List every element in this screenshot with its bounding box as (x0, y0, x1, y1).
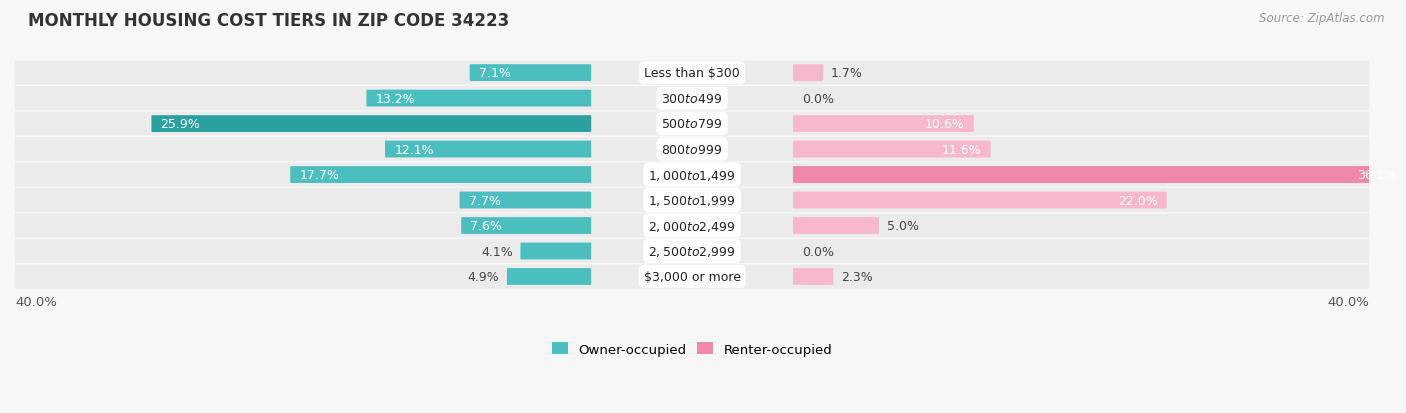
Text: 0.0%: 0.0% (803, 93, 834, 105)
Text: 4.1%: 4.1% (481, 245, 513, 258)
Text: 17.7%: 17.7% (299, 169, 339, 182)
Text: $1,000 to $1,499: $1,000 to $1,499 (648, 168, 735, 182)
FancyBboxPatch shape (470, 65, 591, 82)
FancyBboxPatch shape (15, 112, 1369, 136)
FancyBboxPatch shape (15, 189, 1369, 213)
FancyBboxPatch shape (520, 243, 591, 260)
FancyBboxPatch shape (793, 192, 1167, 209)
FancyBboxPatch shape (793, 218, 879, 234)
FancyBboxPatch shape (461, 218, 591, 234)
Text: 40.0%: 40.0% (15, 296, 56, 309)
Text: 22.0%: 22.0% (1118, 194, 1157, 207)
FancyBboxPatch shape (793, 167, 1406, 183)
FancyBboxPatch shape (460, 192, 591, 209)
Text: 13.2%: 13.2% (375, 93, 415, 105)
Text: 5.0%: 5.0% (887, 219, 918, 233)
Text: MONTHLY HOUSING COST TIERS IN ZIP CODE 34223: MONTHLY HOUSING COST TIERS IN ZIP CODE 3… (28, 12, 509, 30)
Text: 7.1%: 7.1% (479, 67, 510, 80)
Text: Source: ZipAtlas.com: Source: ZipAtlas.com (1260, 12, 1385, 25)
Text: $800 to $999: $800 to $999 (661, 143, 723, 156)
Text: 7.6%: 7.6% (471, 219, 502, 233)
Text: 2.3%: 2.3% (841, 271, 873, 283)
Text: Less than $300: Less than $300 (644, 67, 740, 80)
Text: 7.7%: 7.7% (468, 194, 501, 207)
FancyBboxPatch shape (793, 268, 834, 285)
FancyBboxPatch shape (385, 141, 591, 158)
FancyBboxPatch shape (15, 265, 1369, 289)
FancyBboxPatch shape (15, 214, 1369, 238)
Text: $3,000 or more: $3,000 or more (644, 271, 741, 283)
Text: 12.1%: 12.1% (394, 143, 434, 156)
Text: 1.7%: 1.7% (831, 67, 863, 80)
Text: 40.0%: 40.0% (1327, 296, 1369, 309)
Text: $1,500 to $1,999: $1,500 to $1,999 (648, 194, 735, 208)
Text: 36.1%: 36.1% (1357, 169, 1396, 182)
FancyBboxPatch shape (793, 141, 991, 158)
Text: 25.9%: 25.9% (160, 118, 200, 131)
FancyBboxPatch shape (15, 87, 1369, 111)
Text: $500 to $799: $500 to $799 (661, 118, 723, 131)
Text: $2,500 to $2,999: $2,500 to $2,999 (648, 244, 735, 259)
FancyBboxPatch shape (15, 62, 1369, 85)
Text: 11.6%: 11.6% (942, 143, 981, 156)
Text: $300 to $499: $300 to $499 (661, 93, 723, 105)
Text: 0.0%: 0.0% (803, 245, 834, 258)
FancyBboxPatch shape (152, 116, 591, 133)
Text: $2,000 to $2,499: $2,000 to $2,499 (648, 219, 735, 233)
Text: 4.9%: 4.9% (467, 271, 499, 283)
Text: 10.6%: 10.6% (925, 118, 965, 131)
FancyBboxPatch shape (508, 268, 591, 285)
FancyBboxPatch shape (15, 163, 1369, 187)
FancyBboxPatch shape (290, 167, 591, 183)
FancyBboxPatch shape (793, 116, 974, 133)
FancyBboxPatch shape (367, 90, 591, 107)
Legend: Owner-occupied, Renter-occupied: Owner-occupied, Renter-occupied (547, 337, 838, 361)
FancyBboxPatch shape (15, 138, 1369, 161)
FancyBboxPatch shape (15, 240, 1369, 263)
FancyBboxPatch shape (793, 65, 823, 82)
